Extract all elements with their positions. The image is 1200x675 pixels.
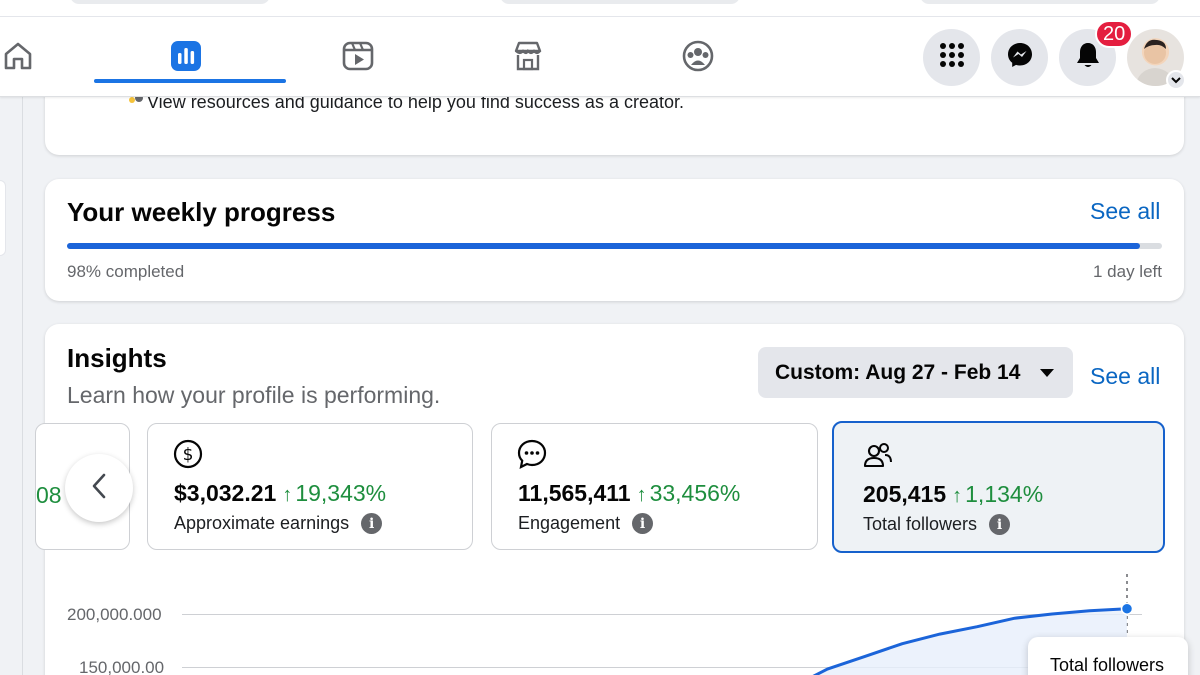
- metric-card-total-followers[interactable]: 205,415 ↑ 1,134% Total followers i: [832, 421, 1165, 553]
- chevron-left-icon: [89, 472, 109, 505]
- nav-tab-reels[interactable]: [336, 34, 380, 82]
- chat-bubble-icon: [516, 438, 548, 470]
- date-range-label: Custom: Aug 27 - Feb 14: [775, 360, 1021, 384]
- info-icon[interactable]: i: [632, 513, 654, 534]
- info-icon[interactable]: i: [361, 513, 383, 534]
- date-range-dropdown[interactable]: Custom: Aug 27 - Feb 14: [758, 347, 1073, 398]
- y-axis-tick-label: 200,000.000: [67, 605, 162, 624]
- top-navigation-bar: 20: [0, 0, 1200, 97]
- section-subtitle: Learn how your profile is performing.: [67, 382, 441, 408]
- section-title: Your weekly progress: [67, 197, 336, 227]
- chevron-down-icon: [1171, 71, 1181, 89]
- metric-label: Engagement i: [518, 513, 654, 534]
- messenger-icon: [1005, 40, 1035, 75]
- metric-change: ↑ 1,134%: [952, 481, 1044, 507]
- nav-tab-groups[interactable]: [676, 34, 720, 82]
- bar-chart-icon: [169, 39, 203, 78]
- top-ghost-element: [70, 0, 270, 4]
- messenger-button[interactable]: [991, 29, 1048, 86]
- chart-tooltip: Total followers: [1028, 637, 1188, 675]
- tooltip-label: Total followers: [1050, 655, 1165, 675]
- weekly-progress-card: Your weekly progress See all 98% complet…: [45, 179, 1184, 301]
- metric-change: ↑ 19,343%: [282, 480, 387, 506]
- metric-value-partial: 08: [36, 482, 62, 508]
- see-all-link[interactable]: See all: [1090, 363, 1161, 389]
- y-axis-tick-label: 150,000.00: [79, 658, 165, 675]
- metric-change: ↑ 33,456%: [636, 480, 741, 506]
- metric-label: Total followers i: [863, 514, 1011, 535]
- progress-time-left: 1 day left: [1093, 262, 1162, 281]
- metric-card-earnings[interactable]: $ $3,032.21 ↑ 19,343% Approximate earnings…: [147, 423, 473, 550]
- insights-card: Insights Learn how your profile is perfo…: [35, 324, 1188, 675]
- metric-value: $3,032.21 ↑ 19,343%: [174, 480, 387, 506]
- svg-text:$: $: [183, 445, 194, 465]
- top-ghost-element: [920, 0, 1160, 4]
- menu-button[interactable]: [923, 29, 980, 86]
- storefront-icon: [511, 39, 545, 78]
- top-ghost-element: [500, 0, 740, 4]
- progress-bar: [67, 243, 1162, 249]
- sidebar-peek: [0, 180, 6, 256]
- metric-card-engagement[interactable]: 11,565,411 ↑ 33,456% Engagement i: [491, 423, 818, 550]
- home-icon: [1, 39, 35, 78]
- nav-tab-marketplace[interactable]: [506, 34, 550, 82]
- video-play-icon: [341, 39, 375, 78]
- caret-down-icon: [1040, 368, 1055, 377]
- notification-count-badge: 20: [1095, 20, 1134, 48]
- metric-value: 205,415 ↑ 1,134%: [863, 481, 1044, 507]
- info-icon[interactable]: i: [989, 514, 1011, 535]
- sidebar-edge: [22, 97, 23, 675]
- chart-gridline: [182, 667, 1142, 668]
- followers-chart: [812, 574, 1134, 675]
- section-title: Insights: [67, 343, 167, 373]
- carousel-previous-button[interactable]: [65, 454, 133, 522]
- progress-bar-fill: [67, 243, 1141, 249]
- grid-menu-icon: [938, 41, 966, 74]
- metric-label: Approximate earnings i: [174, 513, 383, 534]
- nav-tab-professional-dashboard[interactable]: [94, 34, 286, 83]
- see-all-link[interactable]: See all: [1090, 198, 1161, 224]
- chart-series-line: [812, 607, 1128, 675]
- bell-icon: [1074, 40, 1102, 75]
- resources-description: View resources and guidance to help you …: [147, 92, 684, 112]
- metric-value: 11,565,411 ↑ 33,456%: [518, 480, 741, 506]
- progress-completed-label: 98% completed: [67, 262, 185, 281]
- dollar-icon: $: [172, 438, 204, 470]
- nav-tab-home[interactable]: [0, 34, 40, 82]
- divider: [0, 16, 1200, 17]
- chart-hover-point: [1120, 602, 1134, 615]
- people-icon: [862, 440, 894, 472]
- groups-icon: [681, 39, 715, 78]
- account-menu-button[interactable]: [1166, 70, 1186, 90]
- chart-gridline: [182, 614, 1142, 615]
